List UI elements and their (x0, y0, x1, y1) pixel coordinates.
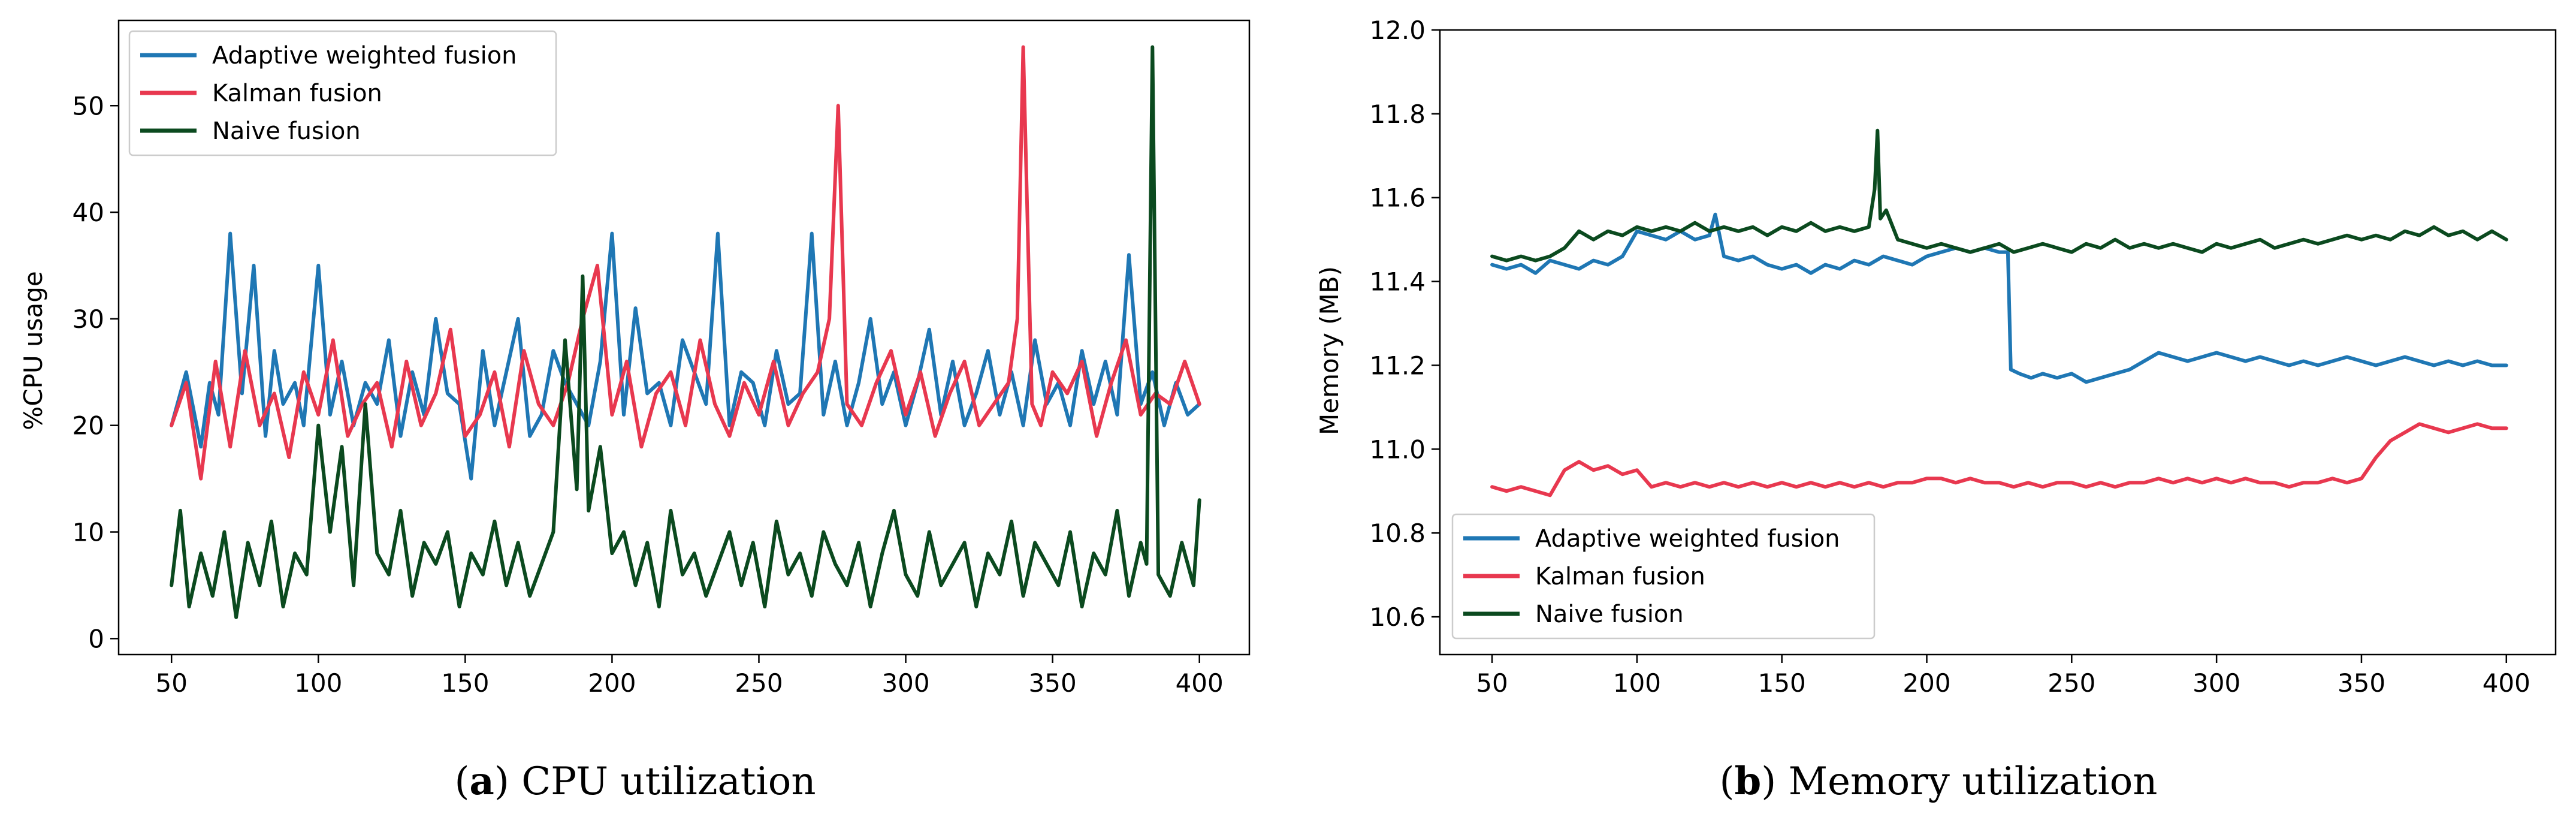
x-tick-label: 300 (881, 668, 929, 698)
y-tick-label: 50 (73, 91, 104, 120)
x-tick-label: 150 (1758, 668, 1806, 698)
series-line-kalman (1490, 422, 2508, 498)
y-tick-label: 12.0 (1369, 16, 1426, 45)
x-tick-label: 350 (1029, 668, 1077, 698)
cpu-chart: 50 100 150 200 250 300 350 400 0 10 20 30 40 50 Adapti… (19, 19, 1251, 698)
cpu-y-axis-label: %CPU usage (19, 271, 48, 430)
legend: Adaptive weighted fusion Kalman fusion Nai… (128, 30, 557, 156)
x-tick-label: 350 (2338, 668, 2385, 698)
series-line-kalman (170, 45, 1201, 481)
x-tick-label: 200 (588, 668, 636, 698)
y-tick-label: 20 (73, 411, 104, 441)
x-tick-label: 100 (294, 668, 342, 698)
cpu-plot-area: 50 100 150 200 250 300 350 400 0 10 20 30 40 50 Adapti… (73, 19, 1251, 698)
caption-b-text: Memory utilization (1789, 759, 2158, 804)
x-tick-label: 300 (2193, 668, 2240, 698)
caption-b: (b) Memory utilization (1720, 759, 2158, 804)
plot-frame (117, 19, 1251, 656)
legend-label-adaptive: Adaptive weighted fusion (212, 42, 517, 70)
y-tick-label: 30 (73, 305, 104, 334)
memory-plot-area: 50 100 150 200 250 300 350 400 10.6 10.8 11.0 11.2 1… (1369, 16, 2557, 698)
caption-b-letter: b (1735, 759, 1762, 804)
series-line-adaptive (170, 231, 1201, 481)
legend-box (128, 30, 557, 156)
y-tick-label: 11.0 (1369, 435, 1426, 464)
x-tick-label: 50 (1476, 668, 1508, 698)
legend-label-naive: Naive fusion (212, 117, 361, 145)
y-tick-label: 11.4 (1369, 267, 1426, 297)
memory-chart: 50 100 150 200 250 300 350 400 10.6 10.8 11.0 11.2 1… (1315, 16, 2557, 698)
legend-label-naive: Naive fusion (1535, 601, 1684, 628)
series-line-naive (170, 45, 1201, 619)
series-line-naive (1490, 128, 2508, 263)
x-tick-label: 400 (2483, 668, 2530, 698)
x-tick-label: 400 (1176, 668, 1224, 698)
legend-label-kalman: Kalman fusion (1535, 563, 1705, 590)
memory-y-axis-label: Memory (MB) (1315, 266, 1344, 435)
y-tick-label: 0 (88, 624, 104, 653)
legend: Adaptive weighted fusion Kalman fusion Nai… (1451, 513, 1876, 640)
y-tick-label: 40 (73, 198, 104, 227)
caption-a: (a) CPU utilization (454, 759, 816, 804)
y-tick-label: 11.6 (1369, 183, 1426, 213)
legend-box (1451, 513, 1876, 640)
y-tick-label: 10.6 (1369, 602, 1426, 632)
caption-a-letter: a (469, 759, 494, 804)
y-tick-label: 10 (73, 518, 104, 547)
x-tick-label: 50 (155, 668, 187, 698)
legend-label-adaptive: Adaptive weighted fusion (1535, 525, 1840, 553)
y-tick-label: 11.2 (1369, 351, 1426, 380)
series-line-adaptive (1490, 212, 2508, 384)
caption-a-text: CPU utilization (521, 759, 816, 804)
y-tick-label: 10.8 (1369, 518, 1426, 548)
x-tick-label: 150 (441, 668, 489, 698)
y-tick-label: 11.8 (1369, 100, 1426, 129)
x-tick-label: 250 (2047, 668, 2095, 698)
legend-label-kalman: Kalman fusion (212, 80, 382, 107)
plot-frame (1439, 29, 2557, 656)
x-tick-label: 100 (1613, 668, 1661, 698)
x-tick-label: 200 (1902, 668, 1950, 698)
x-tick-label: 250 (735, 668, 783, 698)
